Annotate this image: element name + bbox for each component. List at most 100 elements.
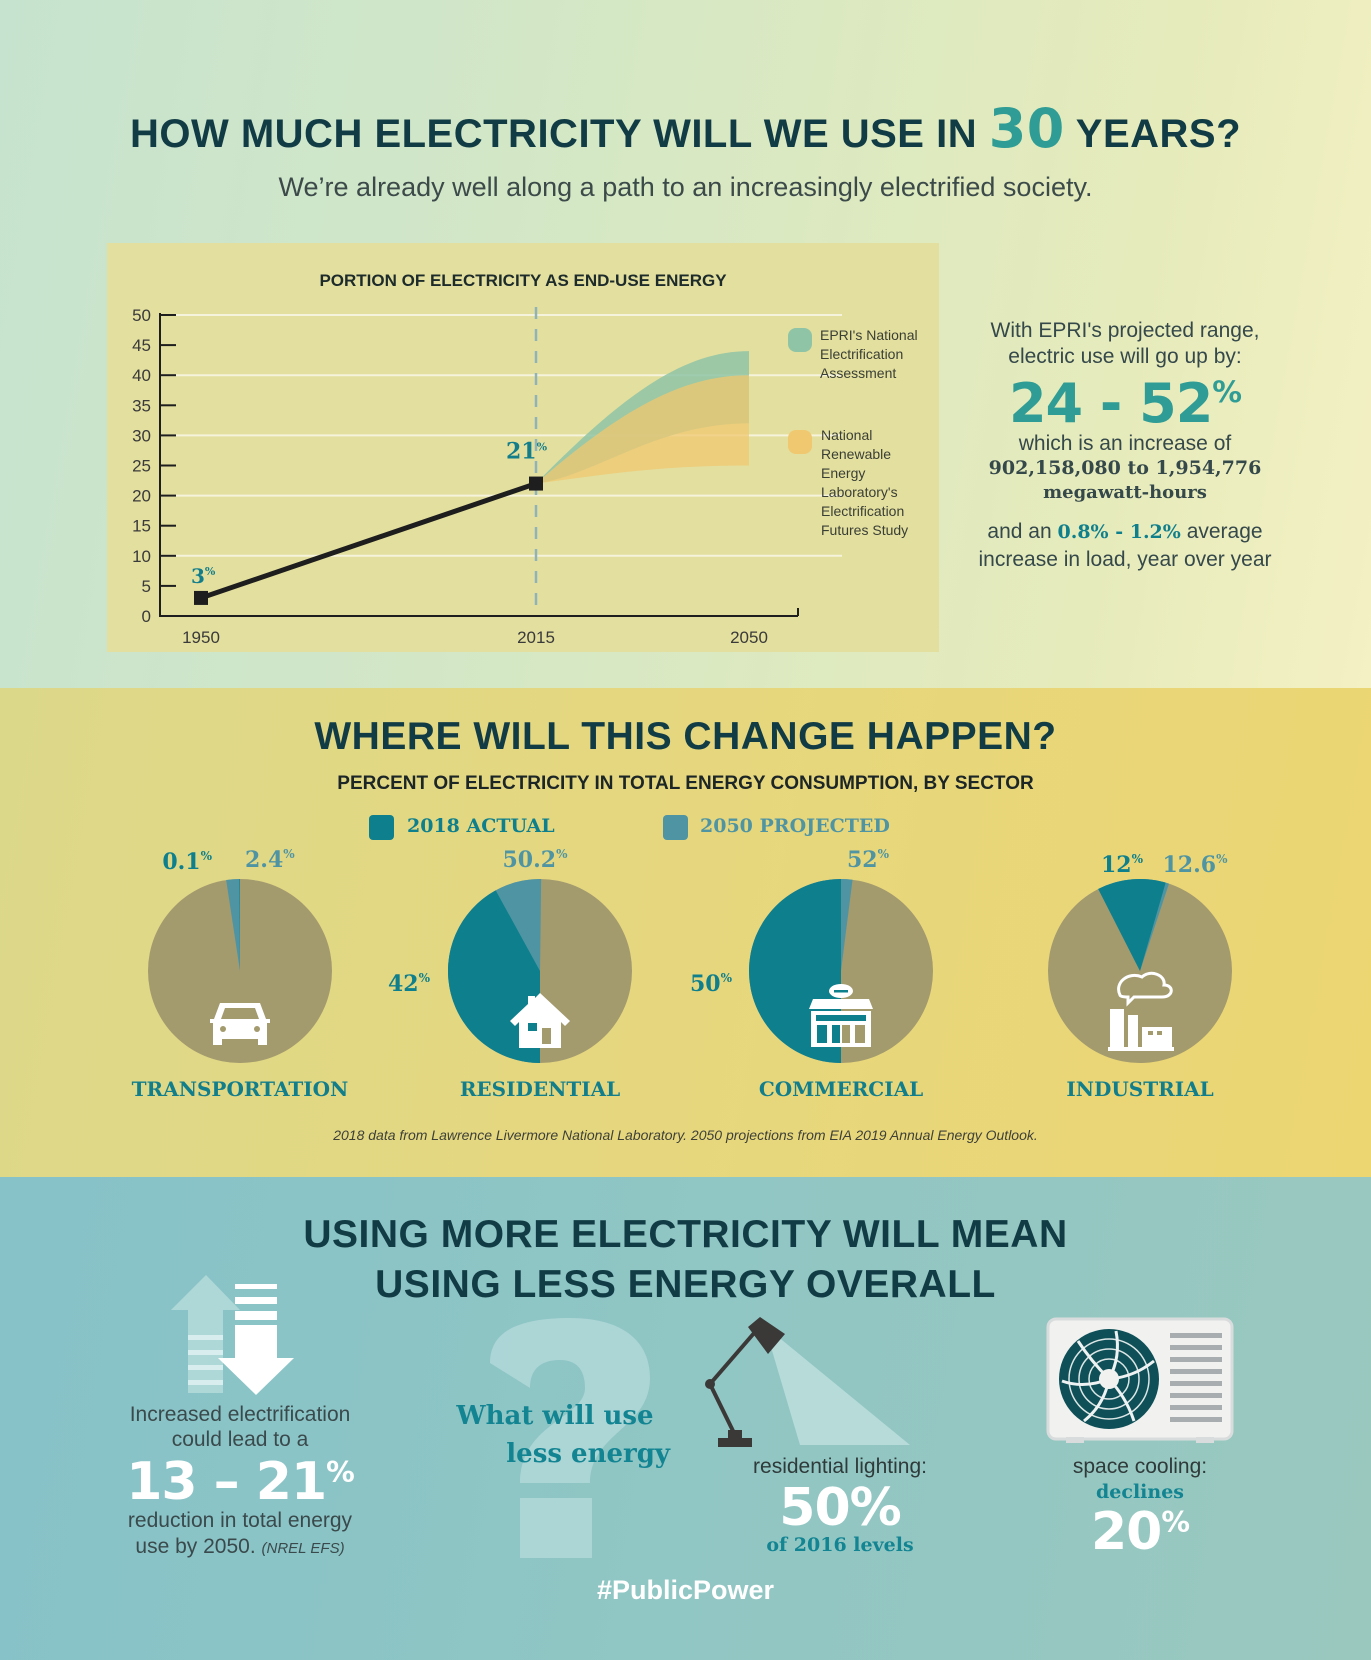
reduction-source: (NREL EFS) <box>261 1540 345 1557</box>
pie-label-actual: 42% <box>388 971 431 997</box>
y-tick-label: 15 <box>132 517 151 536</box>
store-door-right <box>842 1025 850 1043</box>
factory-window <box>1148 1031 1153 1035</box>
reduction-line2: use by 2050. <box>135 1535 256 1558</box>
car-icon <box>210 1003 270 1045</box>
epri-intro: With EPRI's projected range, electric us… <box>975 318 1275 370</box>
store-awning-gap <box>816 1015 866 1021</box>
y-tick-label: 35 <box>132 396 151 415</box>
y-tick-label: 30 <box>132 426 151 445</box>
hashtag-public-power[interactable]: #PublicPower <box>596 1575 775 1605</box>
sector-name: TRANSPORTATION <box>132 1077 349 1101</box>
data-source-note: 2018 data from Lawrence Livermore Nation… <box>333 1127 1038 1143</box>
pie-label-projected: 52% <box>847 847 890 873</box>
load-range: 0.8% - 1.2% <box>1057 521 1181 543</box>
epri-intro-line2: electric use will go up by: <box>1008 345 1242 368</box>
sector-name: COMMERCIAL <box>759 1077 923 1101</box>
epri-percent-range: 24 - 52% <box>975 372 1275 435</box>
page-subtitle: We’re already well along a path to an in… <box>278 172 1093 202</box>
legend-label-2050-projected: 2050 PROJECTED <box>700 815 890 837</box>
factory-smoke <box>1117 971 1173 1007</box>
cooling-label: space cooling: <box>1072 1455 1208 1478</box>
legend-label-2018-actual: 2018 ACTUAL <box>407 815 555 837</box>
load-prefix: and an <box>987 520 1052 543</box>
x-tick-label: 2015 <box>517 628 555 647</box>
car-window <box>221 1008 259 1019</box>
reduction-range-value: 13 – 21 <box>126 1452 327 1512</box>
store-roof <box>809 999 873 1009</box>
data-point-2015 <box>529 476 543 491</box>
y-tick-label: 10 <box>132 547 151 566</box>
epri-range-value: 24 - 52 <box>1008 372 1213 435</box>
epri-intro-line1: With EPRI's projected range, <box>990 319 1260 342</box>
y-tick-label: 40 <box>132 366 151 385</box>
y-tick-label: 5 <box>142 577 151 596</box>
pie-label-projected: 12.6% <box>1163 852 1229 878</box>
y-tick-label: 0 <box>142 607 151 626</box>
store-window-right <box>855 1025 865 1043</box>
legend-swatch-2018-actual <box>369 815 394 840</box>
legend-line: Electrification <box>821 503 905 519</box>
epri-range-pct: % <box>1212 374 1242 410</box>
factory-chimney-1 <box>1110 1009 1124 1047</box>
legend-swatch-nrel <box>788 430 812 454</box>
house-door <box>542 1028 551 1044</box>
x-tick-label: 1950 <box>182 628 220 647</box>
legend-line: Assessment <box>820 365 897 381</box>
legend-label-epri: EPRI's National Electrification Assessment <box>820 326 918 383</box>
pie-transportation: 0.1% 2.4% TRANSPORTATION <box>132 847 349 1101</box>
pie-industrial: 12% 12.6% INDUSTRIAL <box>1048 852 1232 1101</box>
lighting-note: of 2016 levels <box>766 1534 914 1556</box>
reduction-range-pct: % <box>326 1454 355 1489</box>
data-label-2015: 21% <box>506 439 548 465</box>
house-icon <box>510 993 570 1048</box>
reduction-range: 13 – 21% <box>100 1452 380 1512</box>
y-tick-label: 25 <box>132 457 151 476</box>
sector-name: INDUSTRIAL <box>1066 1077 1213 1101</box>
store-door-left <box>832 1025 840 1043</box>
factory-base <box>1108 1047 1174 1051</box>
title-text-end: YEARS? <box>1075 112 1242 156</box>
question-line1: What will use <box>456 1401 654 1431</box>
sector-section-subtitle: PERCENT OF ELECTRICITY IN TOTAL ENERGY C… <box>337 773 1034 794</box>
sector-section-title: WHERE WILL THIS CHANGE HAPPEN? <box>314 715 1057 758</box>
cooling-value-pct: % <box>1161 1504 1190 1539</box>
factory-chimney-2 <box>1128 1015 1138 1047</box>
less-energy-title-line2: USING LESS ENERGY OVERALL <box>375 1263 996 1306</box>
legend-swatch-2050-projected <box>663 815 688 840</box>
load-line2: increase in load, year over year <box>978 548 1272 571</box>
load-suffix: average <box>1186 520 1263 543</box>
cooling-value-number: 20 <box>1090 1502 1162 1562</box>
reduction-text: reduction in total energy use by 2050. (… <box>100 1508 380 1562</box>
pie-slice-actual <box>1098 879 1166 971</box>
title-number-30: 30 <box>988 97 1065 160</box>
factory-building <box>1142 1027 1172 1047</box>
lighting-value: 50% <box>779 1478 901 1538</box>
less-energy-title: USING MORE ELECTRICITY WILL MEAN USING L… <box>0 1210 1371 1310</box>
legend-line: Futures Study <box>821 522 909 538</box>
pie-label-actual: 12% <box>1101 852 1144 878</box>
question-text: What will use less energy <box>440 1397 670 1473</box>
increase-text: which is an increase of <box>1018 432 1232 455</box>
reduction-line1: reduction in total energy <box>127 1509 353 1532</box>
car-light <box>254 1026 260 1032</box>
data-label-1950: 3% <box>191 564 216 588</box>
pie-label-actual: 50% <box>690 971 733 997</box>
mwh-range: 902,158,080 to 1,954,776 <box>988 457 1262 479</box>
pie-label-actual: 0.1% <box>162 849 212 875</box>
pie-commercial: 50% 52% COMMERCIAL <box>690 847 933 1101</box>
sector-pie-charts: 0.1% 2.4% TRANSPORTATION 42% 50.2% RESIDENTIA… <box>132 847 1232 1101</box>
page-title: HOW MUCH ELECTRICITY WILL WE USE IN 30 Y… <box>0 97 1371 160</box>
projection-band-nrel <box>536 375 749 484</box>
data-point-1950 <box>194 590 208 605</box>
question-line2: less energy <box>506 1439 670 1469</box>
x-tick-label: 2050 <box>730 628 768 647</box>
pie-label-projected: 50.2% <box>503 847 569 873</box>
lighting-label: residential lighting: <box>753 1455 927 1478</box>
electrification-line1: Increased electrification <box>129 1403 351 1426</box>
question-mark-icon <box>490 1318 650 1558</box>
electrification-line2: could lead to a <box>171 1428 309 1451</box>
load-increase: and an 0.8% - 1.2% average increase in l… <box>975 518 1275 573</box>
factory-icon <box>1108 971 1174 1051</box>
mwh-unit: megawatt-hours <box>1043 482 1207 503</box>
